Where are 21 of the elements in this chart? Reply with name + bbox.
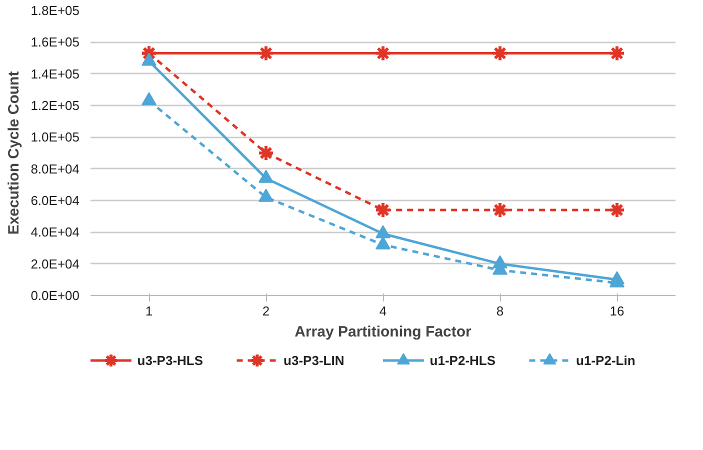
x-tick-label: 16 xyxy=(610,304,624,318)
x-tick-label: 8 xyxy=(496,304,504,318)
legend-label: u1-P2-Lin xyxy=(576,353,636,368)
y-tick-label: 8.0E+04 xyxy=(30,161,80,176)
y-tick-label: 1.8E+05 xyxy=(30,3,80,18)
legend-label: u3-P3-HLS xyxy=(137,353,204,368)
y-tick-label: 1.2E+05 xyxy=(30,98,80,113)
y-tick-label: 0.0E+00 xyxy=(30,288,80,303)
y-axis-title: Execution Cycle Count xyxy=(6,71,23,235)
x-tick-label: 2 xyxy=(262,304,270,318)
y-tick-label: 2.0E+04 xyxy=(30,256,80,272)
y-tick-label: 1.4E+05 xyxy=(30,66,80,82)
y-tick-label: 1.0E+05 xyxy=(30,130,80,145)
x-tick-label: 1 xyxy=(145,304,153,318)
y-tick-label: 6.0E+04 xyxy=(30,193,80,208)
legend-label: u3-P3-LIN xyxy=(284,353,344,368)
y-tick-label: 4.0E+04 xyxy=(30,224,80,240)
y-tick-label: 1.6E+05 xyxy=(30,34,80,50)
x-axis-title: Array Partitioning Factor xyxy=(294,324,472,340)
legend-label: u1-P2-HLS xyxy=(430,353,496,368)
x-tick-label: 4 xyxy=(379,304,387,318)
